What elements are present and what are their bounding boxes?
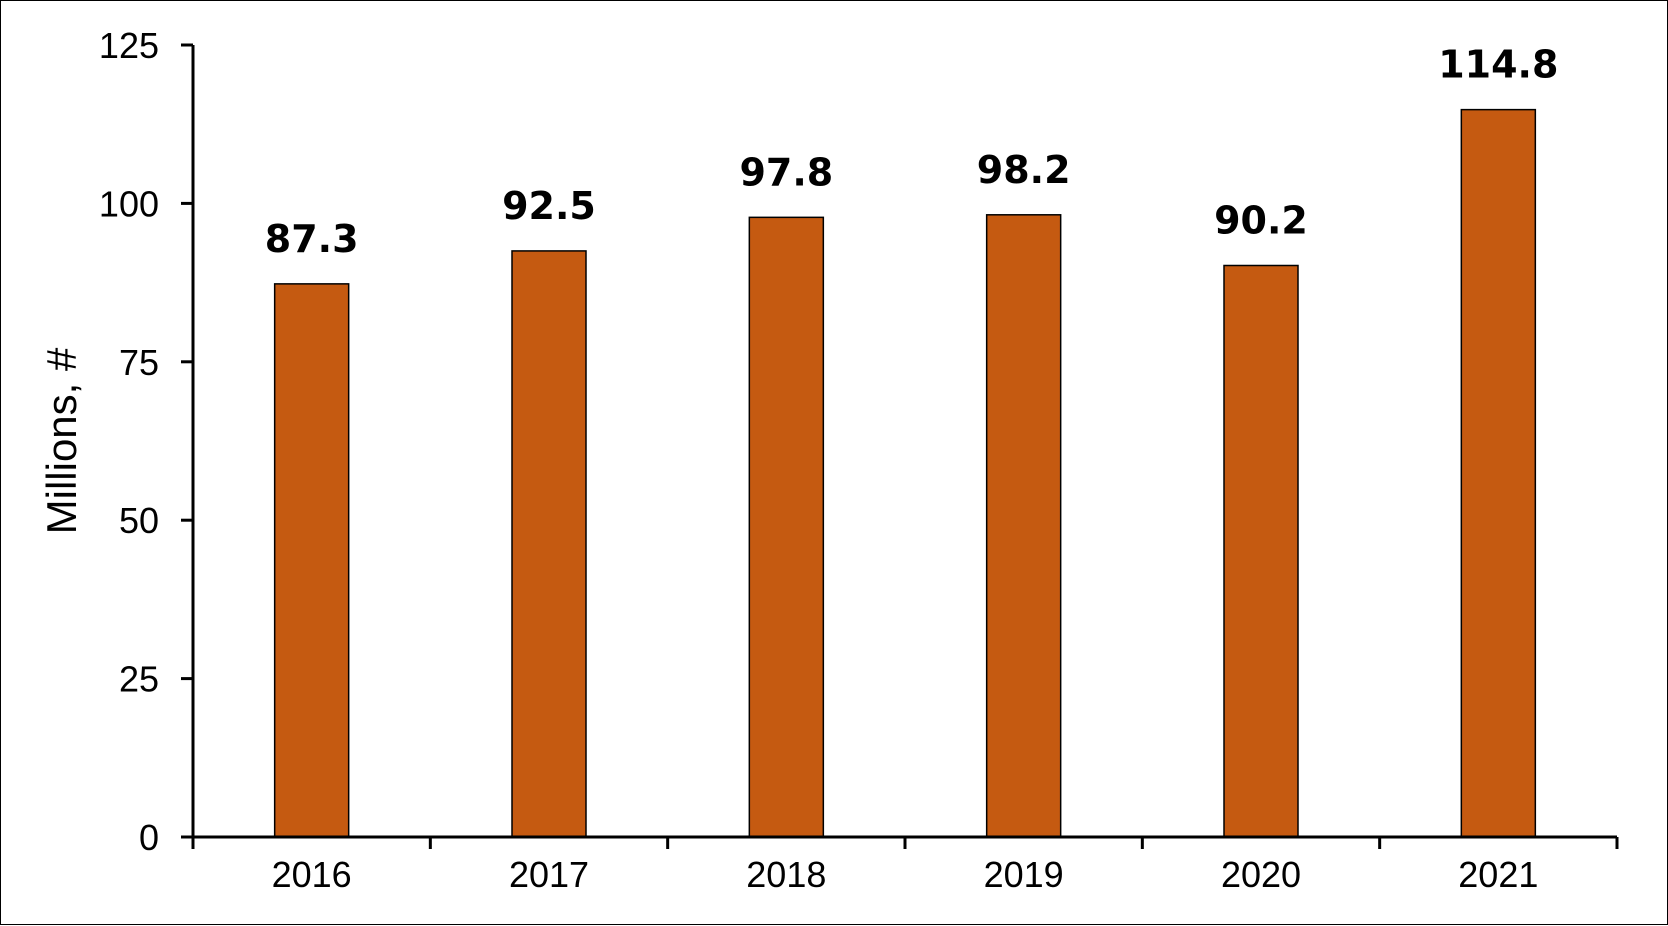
bar-2018	[748, 216, 825, 838]
y-ticks-layer: 0 25 50 75 100 125	[99, 25, 193, 858]
y-axis-title: Millions, #	[38, 347, 85, 534]
data-label-2021: 114.8	[1438, 43, 1558, 87]
data-label-2016: 87.3	[265, 217, 359, 261]
x-tick-label-2020: 2020	[1221, 854, 1301, 895]
bar-2017	[511, 250, 587, 838]
data-label-2020: 90.2	[1214, 198, 1308, 242]
bar-2021	[1460, 108, 1537, 838]
x-ticks-layer: 2016 2017 2018 2019 2020 2021	[191, 837, 1619, 895]
y-tick-label-100: 100	[99, 183, 159, 224]
y-tick-label-125: 125	[99, 25, 159, 66]
data-label-2017: 92.5	[502, 184, 596, 228]
axes-layer	[191, 45, 1617, 839]
data-label-2018: 97.8	[739, 150, 833, 194]
x-tick-label-2016: 2016	[272, 854, 352, 895]
x-tick-label-2018: 2018	[746, 854, 826, 895]
bar-2019	[985, 214, 1062, 838]
bars-layer	[273, 108, 1537, 838]
y-tick-label-50: 50	[119, 500, 159, 541]
bar-2020	[1223, 264, 1299, 838]
y-tick-label-25: 25	[119, 659, 159, 700]
x-tick-label-2019: 2019	[984, 854, 1064, 895]
data-labels-layer: 87.3 92.5 97.8 98.2 90.2 114.8	[265, 43, 1559, 261]
x-tick-label-2017: 2017	[509, 854, 589, 895]
x-tick-label-2021: 2021	[1458, 854, 1538, 895]
y-tick-label-0: 0	[139, 817, 159, 858]
bar-2016	[273, 283, 350, 838]
y-tick-label-75: 75	[119, 342, 159, 383]
data-label-2019: 98.2	[977, 148, 1071, 192]
